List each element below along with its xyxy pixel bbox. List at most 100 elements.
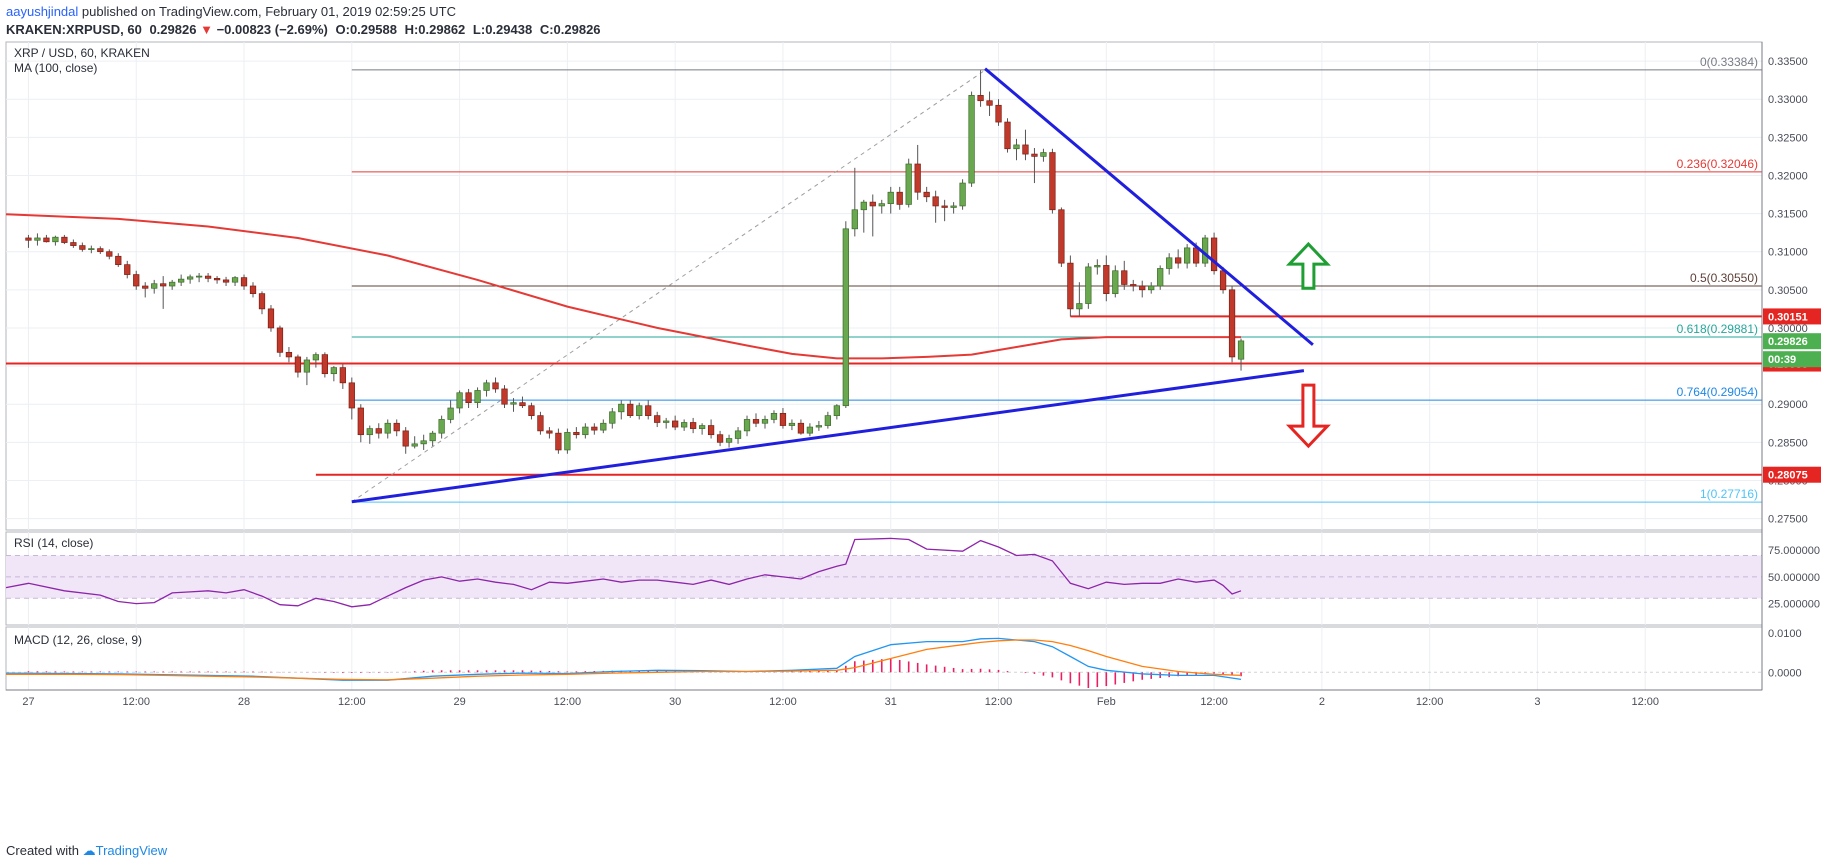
candle-body xyxy=(609,411,616,424)
footer: Created with ☁TradingView xyxy=(6,843,167,859)
candle-body xyxy=(151,283,158,289)
candle-body xyxy=(618,403,625,413)
candle-body xyxy=(914,163,921,193)
candle-body xyxy=(43,237,50,243)
fib-level-label: 0.5(0.30550) xyxy=(1690,271,1758,285)
candle-body xyxy=(420,440,427,445)
candle-body xyxy=(654,415,661,423)
candle-body xyxy=(1067,262,1074,310)
candle-body xyxy=(851,209,858,230)
y-tick-label: 0.30000 xyxy=(1768,323,1808,335)
x-tick-label: 12:00 xyxy=(1631,696,1659,708)
y-tick-label: 0.32000 xyxy=(1768,170,1808,182)
candle-body xyxy=(204,275,212,279)
candle-body xyxy=(258,293,266,310)
candle-body xyxy=(357,407,364,436)
candle-body xyxy=(770,412,778,420)
candle-body xyxy=(70,242,77,246)
macd-pane: MACD (12, 26, close, 9) xyxy=(5,633,1762,689)
candle-body xyxy=(896,191,903,205)
candle-body xyxy=(842,228,849,407)
candle-body xyxy=(1085,266,1092,304)
candle-body xyxy=(1210,237,1218,272)
candle-body xyxy=(34,237,41,241)
candle-body xyxy=(1184,247,1191,264)
candle-body xyxy=(528,405,535,416)
candle-body xyxy=(555,432,562,451)
axes: 27 12:00 28 12:00 29 12:00 30 12:00 31 12:00 Feb 12… xyxy=(6,42,1821,708)
candle-body xyxy=(115,255,122,266)
candle-body xyxy=(1228,289,1236,358)
candle-body xyxy=(186,276,194,280)
candle-body xyxy=(1022,144,1029,155)
candle-body xyxy=(878,203,885,207)
last-price: 0.29826 xyxy=(149,22,197,37)
candle-body xyxy=(797,422,805,434)
candle-body xyxy=(222,279,230,283)
x-tick-label: 29 xyxy=(453,696,465,708)
candle-body xyxy=(663,420,670,423)
candle-body xyxy=(672,420,679,428)
candle-body xyxy=(806,426,814,434)
publish-line: aayushjindal published on TradingView.co… xyxy=(6,4,456,19)
candle-body xyxy=(52,236,59,243)
candle-body xyxy=(133,274,140,287)
trendline xyxy=(984,67,1314,346)
y-tick-label: 0.31500 xyxy=(1768,209,1808,221)
fib-level-label: 0.618(0.29881) xyxy=(1677,322,1758,336)
price-tag-label: 0.30151 xyxy=(1768,311,1808,323)
candle-body xyxy=(689,422,697,429)
candle-body xyxy=(79,245,86,250)
candle-body xyxy=(1139,285,1146,291)
candle-body xyxy=(1130,284,1137,287)
candle-body xyxy=(438,419,445,434)
candle-body xyxy=(124,264,131,275)
rsi-tick-label: 50.000000 xyxy=(1768,572,1820,584)
rsi-label: RSI (14, close) xyxy=(14,536,93,550)
candle-body xyxy=(285,351,293,358)
open-value: 0.29588 xyxy=(349,22,397,37)
candle-body xyxy=(465,392,472,404)
candle-body xyxy=(950,205,957,208)
tradingview-logo[interactable]: TradingView xyxy=(95,843,168,858)
candle-body xyxy=(366,428,373,436)
candle-body xyxy=(923,191,930,198)
countdown-label: 00:39 xyxy=(1768,354,1796,366)
author-link[interactable]: aayushjindal xyxy=(6,4,79,19)
chart-header: aayushjindal published on TradingView.co… xyxy=(0,0,1828,40)
candle-body xyxy=(1237,340,1245,360)
candle-body xyxy=(1094,265,1101,268)
candle-body xyxy=(142,285,149,289)
candle-body xyxy=(860,201,867,211)
candle-body xyxy=(698,425,706,429)
candle-body xyxy=(905,163,912,205)
candle-body xyxy=(941,205,948,208)
ohlc-line: KRAKEN:XRPUSD, 60 0.29826 ▼ −0.00823 (−2… xyxy=(6,22,601,37)
candle-body xyxy=(339,367,346,384)
candle-body xyxy=(1166,257,1173,269)
rsi-tick-label: 25.000000 xyxy=(1768,599,1820,611)
arrow-down-icon xyxy=(1285,383,1331,449)
close-label: C: xyxy=(539,22,554,37)
candle-body xyxy=(375,428,382,434)
candle-body xyxy=(788,422,796,426)
candle-body xyxy=(447,407,454,420)
candle-body xyxy=(995,104,1002,123)
candle-body xyxy=(932,196,939,207)
candle-body xyxy=(887,191,894,204)
x-tick-label: 12:00 xyxy=(1200,696,1228,708)
candle-body xyxy=(160,283,167,287)
candle-body xyxy=(725,438,733,443)
y-tick-label: 0.33500 xyxy=(1768,56,1808,68)
price-change: −0.00823 (−2.69%) xyxy=(216,22,328,37)
candle-body xyxy=(1121,270,1128,285)
candle-body xyxy=(869,201,876,207)
current-price-tag-bg xyxy=(1763,333,1821,350)
candle-body xyxy=(303,359,311,373)
publish-info: published on TradingView.com, February 0… xyxy=(81,4,457,19)
price-tag-label: 0.28075 xyxy=(1768,470,1808,482)
candle-body xyxy=(213,278,221,281)
candle-body xyxy=(249,285,257,294)
candle-body xyxy=(645,405,652,416)
